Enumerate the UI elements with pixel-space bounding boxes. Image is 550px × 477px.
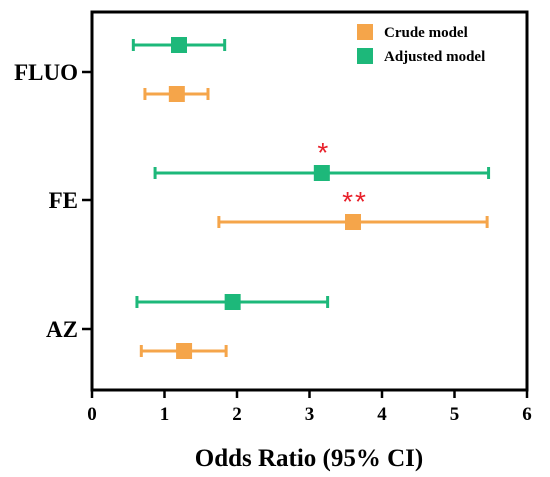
x-tick-label: 5 [450,404,460,425]
x-tick-label: 4 [377,404,387,425]
odds-ratio-marker [168,86,185,102]
legend: Crude model Adjusted model [357,24,485,65]
x-tick-label: 2 [232,404,242,425]
x-tick-label: 3 [305,404,315,425]
odds-ratio-marker [176,343,193,359]
legend-label: Adjusted model [384,49,485,65]
x-tick-label: 6 [522,404,532,425]
plot-frame [90,10,529,392]
category-label: FE [49,188,78,213]
category-label: AZ [46,317,78,342]
category-label: FLUO [14,60,78,85]
odds-ratio-marker [345,214,361,230]
x-axis-label: Odds Ratio (95% CI) [195,445,424,472]
significance-marker: ** [342,186,368,217]
y-axis: FLUO FE AZ [14,60,92,342]
significance-marker: * [317,137,330,168]
x-tick-label: 1 [160,404,170,425]
odds-ratio-marker [171,37,187,53]
odds-ratio-marker [224,294,241,310]
legend-label: Crude model [384,25,468,41]
x-axis: 0 1 2 3 4 5 6 [87,390,532,425]
plot-marks: *** [131,37,491,359]
odds-ratio-marker [313,165,330,181]
x-tick-label: 0 [87,404,97,425]
legend-swatch [357,24,373,40]
legend-swatch [357,48,373,64]
